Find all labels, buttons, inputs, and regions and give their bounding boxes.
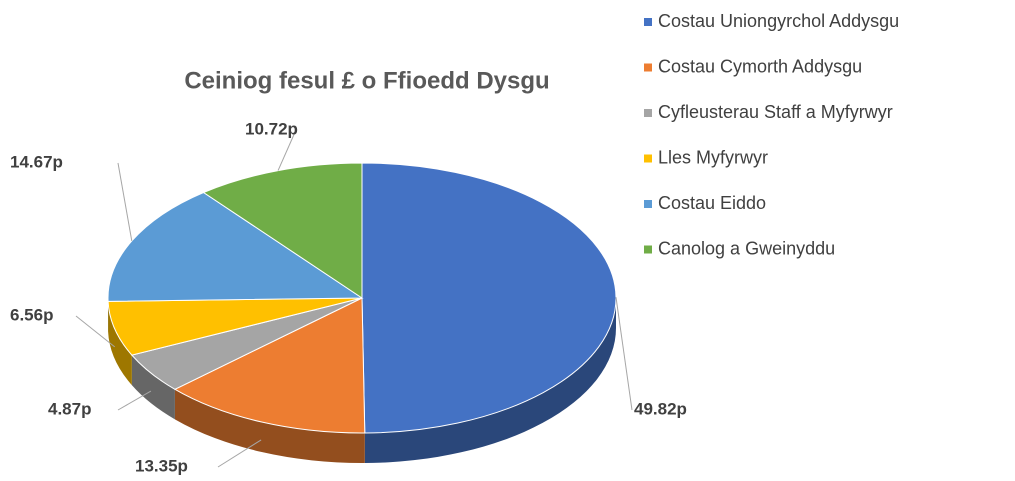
slice <box>202 162 363 299</box>
leader-line <box>615 297 633 411</box>
chart-title: Ceiniog fesul £ o Ffioedd Dysgu <box>184 67 549 94</box>
slice-side <box>108 301 132 386</box>
legend-marker <box>644 18 652 26</box>
leader-line <box>117 390 152 411</box>
leader-line <box>217 439 262 468</box>
legend-marker <box>644 154 652 163</box>
slice-side <box>131 355 175 420</box>
legend-label: Costau Uniongyrchol Addysgu <box>658 11 899 31</box>
data-label: 13.35p <box>135 456 188 475</box>
slice <box>173 297 366 434</box>
legend-label: Cyfleusterau Staff a Myfyrwyr <box>658 102 893 122</box>
legend-marker <box>644 109 652 117</box>
data-label: 6.56p <box>10 305 53 324</box>
leader-line <box>277 129 297 171</box>
legend-label: Canolog a Gweinyddu <box>658 238 835 258</box>
legend-marker <box>644 63 652 72</box>
data-label: 49.82p <box>634 399 687 418</box>
slice-side <box>364 298 616 463</box>
slice-side <box>174 389 365 463</box>
slice <box>107 191 364 302</box>
leader-line <box>75 315 116 348</box>
legend-label: Costau Cymorth Addysgu <box>658 56 862 76</box>
legend-label: Lles Myfyrwyr <box>658 147 768 167</box>
leader-line <box>117 162 133 242</box>
legend-marker <box>644 245 652 254</box>
data-label: 4.87p <box>48 399 91 418</box>
data-label: 10.72p <box>245 119 298 138</box>
data-label: 14.67p <box>10 152 63 171</box>
legend-marker <box>644 200 652 208</box>
legend-label: Costau Eiddo <box>658 193 766 213</box>
